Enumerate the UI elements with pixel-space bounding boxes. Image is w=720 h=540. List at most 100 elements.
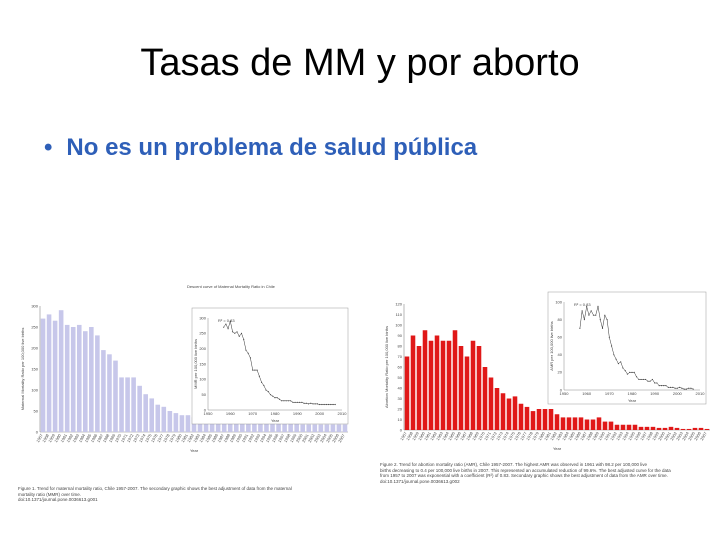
mm-x-tick-label: 1970 <box>114 432 123 443</box>
mm-bar <box>312 424 318 432</box>
amr-inset-x-tick: 1950 <box>560 391 570 396</box>
mm-x-tick-label: 1992 <box>246 432 255 443</box>
mm-inset-y-tick: 150 <box>199 361 206 366</box>
mm-x-tick-label: 1997 <box>277 432 286 443</box>
amr-bar <box>482 367 488 430</box>
mm-x-tick-label: 1995 <box>265 432 274 443</box>
mm-bar <box>143 394 148 432</box>
mm-y-tick-label: 150 <box>31 367 38 372</box>
amr-bar <box>656 427 662 430</box>
mm-x-tick-label: 1959 <box>47 432 56 443</box>
amr-bar <box>512 396 518 430</box>
amr-bar <box>614 424 620 430</box>
mm-x-tick-label: 1986 <box>210 432 219 443</box>
figure-abortion-mortality: 0 10 20 30 40 50 60 70 80 90 100 110 120 1957 1958 1959… <box>378 290 716 520</box>
amr-bar <box>686 428 692 430</box>
amr-bar <box>578 417 584 430</box>
amr-bar <box>698 427 704 430</box>
amr-bar <box>530 411 536 430</box>
amr-bar <box>704 428 710 430</box>
amr-x-tick-label: 1990 <box>597 430 606 441</box>
mm-caption-line: doi:10.1371/journal.pone.0036613.g001 <box>18 497 98 502</box>
amr-inset-x-tick: 2000 <box>673 391 683 396</box>
amr-bar <box>500 393 506 430</box>
amr-x-tick-label: 1985 <box>567 430 576 441</box>
mm-bar <box>131 377 136 432</box>
mm-bar <box>46 314 52 432</box>
mm-bar <box>52 320 58 432</box>
amr-x-tick-label: 1999 <box>651 430 660 441</box>
mm-x-tick-label: 1974 <box>138 432 147 443</box>
amr-x-tick-label: 1974 <box>501 430 510 441</box>
mm-inset-x-tick: 1950 <box>204 411 214 416</box>
mm-bar <box>215 419 221 432</box>
mm-x-tick-label: 1990 <box>234 432 243 443</box>
mm-x-tick-label: 1961 <box>59 432 68 443</box>
amr-caption-line: Figure 2. Trend for abortion mortality r… <box>380 462 648 467</box>
amr-bar <box>506 398 512 430</box>
amr-bar <box>542 409 548 430</box>
amr-x-tick-label: 1978 <box>525 430 534 441</box>
mm-x-tick-label: 1967 <box>95 432 104 443</box>
amr-y-tick-label: 70 <box>398 354 403 359</box>
amr-inset-y-tick: 0 <box>560 387 563 392</box>
mm-x-tick-label: 2007 <box>337 432 346 443</box>
mm-bar <box>113 360 118 432</box>
mm-x-tick-label: 1966 <box>89 432 98 443</box>
mm-inset-r2: R² = 0.83 <box>218 318 235 323</box>
amr-bar <box>626 424 632 430</box>
amr-inset-y-label: AMR per 100,000 live births <box>549 321 554 370</box>
amr-x-tick-label: 2001 <box>663 430 672 441</box>
amr-y-tick-label: 60 <box>398 365 403 370</box>
amr-bar <box>680 428 686 430</box>
mm-inset-x-label: Year <box>271 418 280 423</box>
mm-bar <box>101 350 106 432</box>
mm-bar <box>155 404 161 432</box>
amr-x-tick-label: 2002 <box>669 430 678 441</box>
amr-bar <box>518 403 524 430</box>
mm-x-tick-label: 1989 <box>228 432 237 443</box>
mm-inset-y-tick: 300 <box>199 315 206 320</box>
amr-y-tick-label: 20 <box>398 407 403 412</box>
mm-inset-y-tick: 100 <box>199 377 206 382</box>
bullet-dot-icon: • <box>44 134 53 161</box>
figure-caption-maternal: Figure 1. Trend for maternal mortality r… <box>18 486 354 503</box>
mm-x-tick-label: 1985 <box>204 432 213 443</box>
mm-inset-frame <box>191 307 349 425</box>
mm-x-tick-label: 1968 <box>102 432 111 443</box>
amr-inset-r2: R² = 0.83 <box>574 302 591 307</box>
mm-x-tick-label: 1993 <box>253 432 262 443</box>
amr-x-tick-label: 1973 <box>495 430 504 441</box>
amr-bar <box>434 335 440 430</box>
mm-x-tick-label: 1969 <box>108 432 117 443</box>
mm-bar <box>221 419 227 432</box>
mm-y-tick-label: 200 <box>31 346 38 351</box>
amr-y-tick-label: 30 <box>398 396 403 401</box>
mm-bar <box>240 421 245 432</box>
mm-bar <box>233 421 239 432</box>
mm-bar <box>324 424 330 432</box>
amr-caption-line: doi:10.1371/journal.pone.0036613.g002 <box>380 478 460 484</box>
mm-bar <box>107 354 112 432</box>
mm-bar <box>76 324 82 432</box>
mm-bar <box>276 422 281 432</box>
amr-bar <box>476 346 482 430</box>
mm-y-tick-label: 250 <box>31 325 38 330</box>
amr-bar <box>458 346 464 430</box>
amr-inset-fit-curve <box>579 306 694 390</box>
mm-x-tick-label: 1971 <box>120 432 129 443</box>
figure-maternal-mortality: Descent curve of Maternal Mortality Rati… <box>16 276 356 516</box>
mm-inset-x-tick: 1990 <box>293 411 303 416</box>
amr-x-tick-label: 1988 <box>585 430 594 441</box>
amr-bar <box>662 427 668 430</box>
amr-x-axis-label: Year <box>553 446 562 451</box>
mm-bar <box>191 417 197 432</box>
amr-y-tick-label: 40 <box>398 386 403 391</box>
mm-inset-y-tick: 250 <box>199 331 206 336</box>
amr-inset-x-tick: 2010 <box>696 391 706 396</box>
mm-bar <box>137 385 142 432</box>
amr-bar <box>602 421 608 430</box>
amr-inset-x-label: Year <box>628 398 637 403</box>
mm-bar <box>119 377 124 432</box>
amr-x-tick-label: 1993 <box>615 430 624 441</box>
